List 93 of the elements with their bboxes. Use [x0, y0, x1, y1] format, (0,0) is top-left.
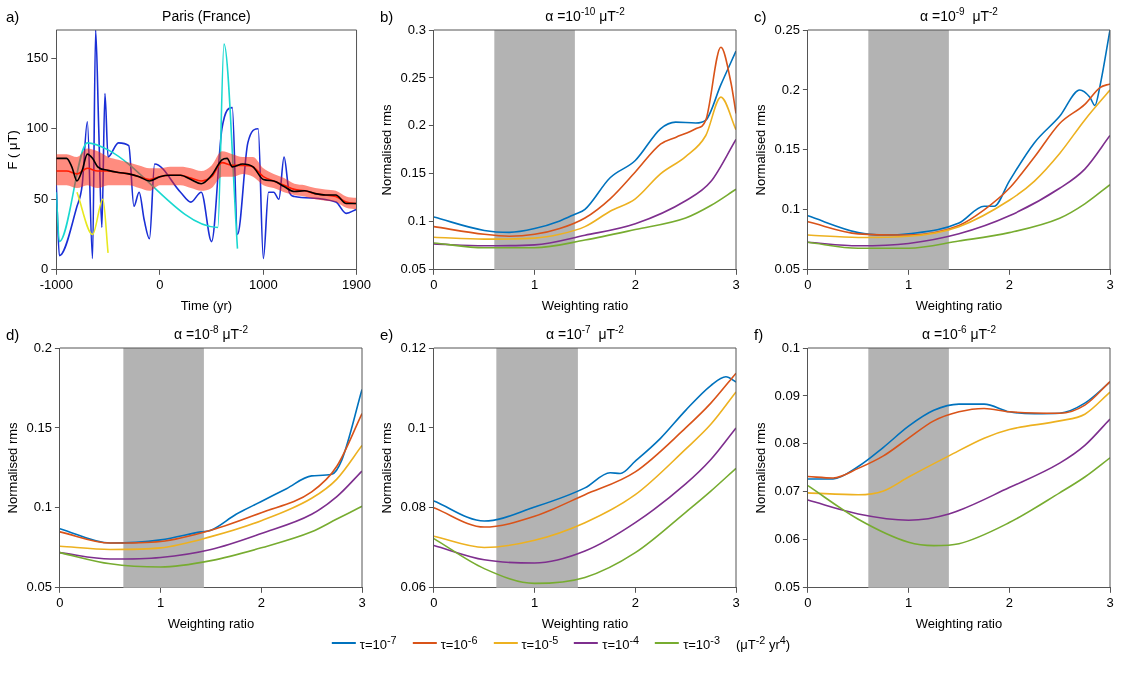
x-tick-label: 1	[530, 595, 539, 611]
x-tick-label: 2	[631, 595, 639, 611]
y-tick-label: 100	[26, 120, 49, 136]
y-tick-label: 0.3	[407, 21, 426, 37]
legend-title: (μT$^{-2}$ yr$^{4}$)	[735, 634, 791, 653]
x-tick-label: 3	[358, 595, 366, 611]
line-series	[433, 188, 736, 249]
x-axis-title: Weighting ratio	[541, 297, 629, 313]
x-tick-label: 2	[1005, 277, 1013, 293]
x-tick-label: 2	[257, 595, 265, 611]
y-tick-label: 0.1	[781, 339, 800, 355]
line-series	[807, 418, 1110, 521]
x-axis-title: Weighting ratio	[915, 615, 1003, 631]
text: c)	[754, 8, 767, 25]
y-axis-title: Normalised rms	[379, 103, 395, 196]
y-tick-label: 0.05	[400, 261, 426, 277]
x-axis-title: Weighting ratio	[167, 615, 255, 631]
x-tick-label: 0	[804, 595, 812, 611]
x-tick-label: 1000	[248, 277, 278, 293]
x-tick-label: 1900	[342, 277, 371, 293]
legend-label: τ=10$^{-7}$	[359, 634, 397, 653]
x-axis-title: Weighting ratio	[541, 615, 629, 631]
x-tick-label: 1	[530, 277, 539, 293]
x-tick-label: 0	[56, 595, 64, 611]
y-axis-title: Normalised rms	[753, 103, 769, 196]
y-tick-label: 0.07	[774, 483, 800, 499]
x-tick-label: 1	[904, 595, 913, 611]
y-tick-label: 0.15	[400, 165, 426, 181]
legend-label: τ=10$^{-5}$	[521, 634, 559, 653]
y-tick-label: 0.06	[774, 531, 800, 547]
x-tick-label: 0	[430, 595, 438, 611]
y-tick-label: 0.25	[400, 69, 426, 85]
y-tick-label: 0.15	[774, 141, 800, 157]
chart-title: Paris (France)	[162, 8, 251, 24]
y-tick-label: 0.08	[400, 499, 426, 515]
y-axis-title: Normalised rms	[753, 421, 769, 514]
text: e)	[380, 326, 394, 343]
line-series	[807, 183, 1110, 250]
line-series	[433, 427, 736, 564]
y-tick-label: 0.1	[407, 419, 426, 435]
text: b)	[380, 8, 394, 25]
line-series	[59, 505, 362, 568]
y-tick-label: 0.2	[407, 117, 426, 133]
x-tick-label: 2	[1005, 595, 1013, 611]
x-tick-label: 3	[1106, 277, 1114, 293]
y-tick-label: 0.1	[781, 201, 800, 217]
line-series	[807, 457, 1110, 547]
y-tick-label: 0.2	[781, 81, 800, 97]
y-tick-label: 0.05	[774, 261, 800, 277]
line-series	[59, 444, 362, 551]
x-tick-label: -1000	[39, 277, 73, 293]
y-axis-title: F ( μT)	[5, 130, 21, 170]
y-tick-label: 0.1	[407, 213, 426, 229]
x-tick-label: 3	[732, 277, 740, 293]
y-tick-label: 0.05	[774, 579, 800, 595]
y-tick-label: 0.25	[774, 21, 800, 37]
y-tick-label: 0.2	[33, 339, 52, 355]
line-series	[56, 43, 239, 250]
y-tick-label: 0.15	[26, 419, 52, 435]
line-series	[433, 391, 736, 549]
line-series	[59, 412, 362, 544]
line-series	[807, 391, 1110, 496]
text: d)	[6, 326, 20, 343]
y-tick-label: 50	[33, 190, 49, 206]
x-tick-label: 3	[732, 595, 740, 611]
y-axis-title: Normalised rms	[5, 421, 21, 514]
line-series	[433, 96, 736, 240]
x-tick-label: 0	[156, 277, 164, 293]
legend-label: τ=10$^{-3}$	[683, 634, 720, 653]
x-tick-label: 1	[904, 277, 913, 293]
y-tick-label: 0.12	[400, 339, 426, 355]
y-tick-label: 0	[41, 261, 49, 277]
y-axis-title: Normalised rms	[379, 421, 395, 514]
legend-label: τ=10$^{-4}$	[602, 634, 640, 653]
x-tick-label: 2	[631, 277, 639, 293]
x-tick-label: 0	[430, 277, 438, 293]
text: a)	[6, 8, 20, 25]
y-tick-label: 0.09	[774, 387, 800, 403]
x-tick-label: 3	[1106, 595, 1114, 611]
x-axis-title: Time (yr)	[180, 297, 233, 313]
y-tick-label: 0.05	[26, 579, 52, 595]
x-tick-label: 1	[156, 595, 165, 611]
y-tick-label: 0.06	[400, 579, 426, 595]
line-series	[56, 30, 357, 260]
x-tick-label: 0	[804, 277, 812, 293]
legend-label: τ=10$^{-6}$	[440, 634, 478, 653]
line-series	[76, 191, 109, 254]
y-tick-label: 150	[26, 49, 49, 65]
x-axis-title: Weighting ratio	[915, 297, 1003, 313]
y-tick-label: 0.1	[33, 499, 52, 515]
line-series	[433, 138, 736, 247]
text: f)	[754, 326, 764, 343]
y-tick-label: 0.08	[774, 435, 800, 451]
